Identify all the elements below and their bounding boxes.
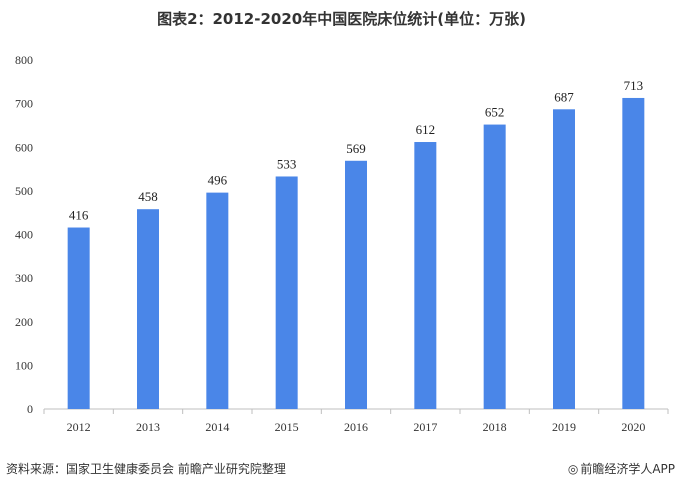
bar — [483, 124, 506, 409]
x-tick-label: 2020 — [621, 420, 645, 434]
bar — [553, 109, 575, 409]
x-tick-label: 2016 — [344, 420, 368, 434]
bar — [622, 97, 645, 410]
data-label: 687 — [554, 89, 574, 104]
bar — [275, 176, 298, 409]
data-label: 713 — [624, 78, 644, 93]
data-label: 569 — [346, 141, 366, 156]
data-label: 652 — [485, 105, 505, 120]
bar — [206, 192, 229, 409]
data-label: 496 — [208, 173, 228, 188]
x-tick-label: 2015 — [275, 420, 299, 434]
source-note: 资料来源：国家卫生健康委员会 前瞻产业研究院整理 — [6, 462, 286, 476]
y-tick-label: 600 — [15, 140, 33, 154]
bar — [414, 142, 437, 409]
y-tick-label: 200 — [15, 315, 33, 329]
brand-name: 前瞻经济学人APP — [580, 462, 675, 476]
data-label: 612 — [416, 122, 436, 137]
data-label: 416 — [69, 208, 89, 223]
y-tick-label: 300 — [15, 271, 33, 285]
brand-credit: ◎ 前瞻经济学人APP — [568, 460, 675, 477]
x-tick-label: 2012 — [67, 420, 91, 434]
y-tick-label: 400 — [15, 228, 33, 242]
bar — [67, 227, 90, 409]
bar — [137, 209, 159, 409]
y-tick-label: 800 — [15, 53, 33, 67]
data-label: 533 — [277, 156, 297, 171]
data-label: 458 — [138, 189, 158, 204]
x-tick-label: 2017 — [413, 420, 437, 434]
x-tick-label: 2014 — [205, 420, 229, 434]
y-tick-label: 0 — [27, 402, 33, 416]
y-tick-label: 500 — [15, 184, 33, 198]
x-tick-label: 2019 — [552, 420, 576, 434]
y-tick-label: 100 — [15, 358, 33, 372]
chart-title: 图表2：2012-2020年中国医院床位统计(单位：万张) — [157, 10, 526, 28]
y-tick-label: 700 — [15, 97, 33, 111]
x-tick-label: 2013 — [136, 420, 160, 434]
bar — [345, 160, 367, 409]
x-tick-label: 2018 — [483, 420, 507, 434]
circle-logo-icon: ◎ — [567, 462, 579, 476]
